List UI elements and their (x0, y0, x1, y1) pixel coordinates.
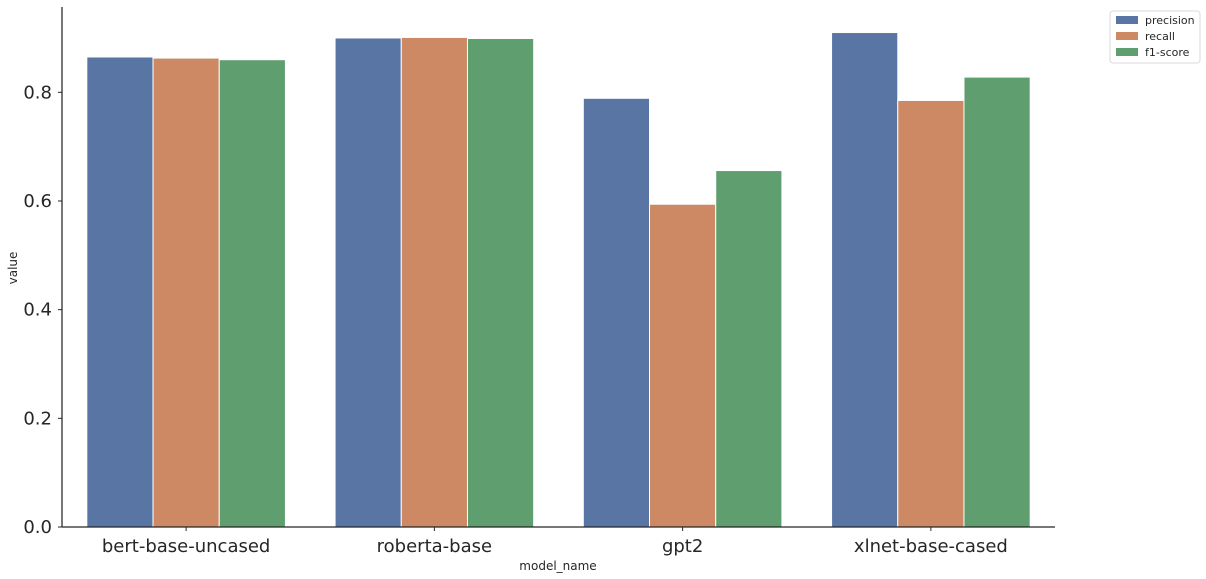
y-tick-label: 0.8 (23, 82, 52, 103)
bar-precision-gpt2 (582, 97, 651, 528)
legend-label-f1-score: f1-score (1145, 46, 1190, 59)
bar-f1-score-roberta-base (466, 38, 535, 528)
y-axis-ticks: 0.0 0.2 0.4 0.6 0.8 (23, 82, 62, 538)
legend: precision recall f1-score (1109, 10, 1201, 64)
legend-swatch-recall (1116, 32, 1138, 40)
bar-recall-bert-base-uncased (152, 57, 220, 528)
bar-f1-score-gpt2 (715, 170, 783, 528)
bar-f1-score-xlnet-base-cased (963, 76, 1031, 528)
bar-recall-gpt2 (649, 203, 717, 528)
y-tick-label: 0.2 (23, 408, 52, 429)
bar-precision-xlnet-base-cased (831, 32, 899, 528)
legend-swatch-precision (1116, 16, 1138, 24)
x-axis-title: model_name (519, 559, 596, 573)
legend-swatch-f1-score (1116, 48, 1138, 56)
bar-precision-roberta-base (334, 37, 402, 528)
bar-precision-bert-base-uncased (86, 56, 154, 528)
legend-label-precision: precision (1145, 14, 1195, 27)
bar-recall-xlnet-base-cased (897, 99, 965, 528)
y-tick-label: 0.4 (23, 300, 52, 321)
x-axis-ticks: bert-base-uncased roberta-base gpt2 xlnet-b… (102, 527, 1008, 557)
y-tick-label: 0.0 (23, 517, 52, 538)
x-tick-label: xlnet-base-cased (854, 536, 1008, 557)
y-axis-title: value (6, 252, 20, 285)
bar-recall-roberta-base (400, 36, 468, 528)
bars-group (86, 32, 1031, 528)
y-tick-label: 0.6 (23, 191, 52, 212)
x-tick-label: gpt2 (662, 536, 703, 557)
bar-f1-score-bert-base-uncased (218, 59, 286, 528)
x-tick-label: bert-base-uncased (102, 536, 270, 557)
x-tick-label: roberta-base (377, 536, 492, 557)
legend-label-recall: recall (1145, 30, 1175, 43)
